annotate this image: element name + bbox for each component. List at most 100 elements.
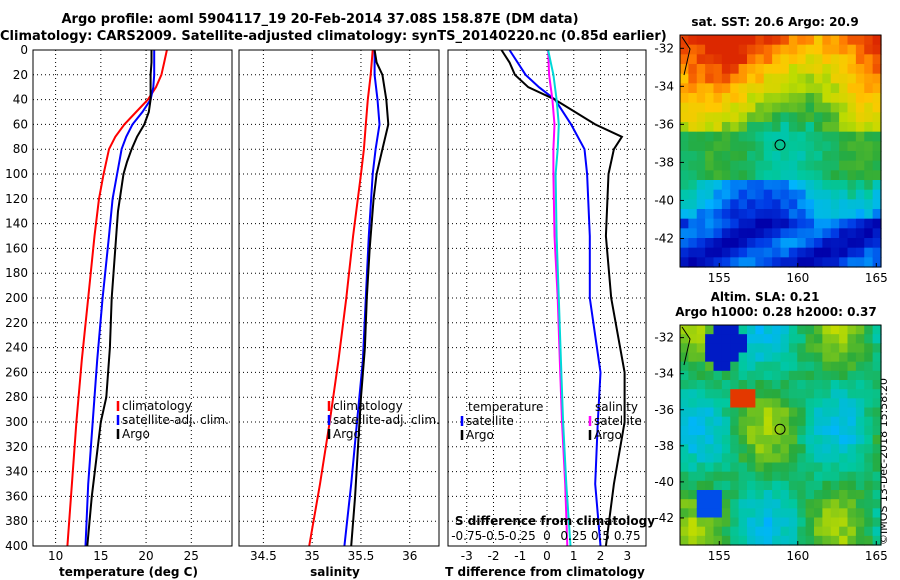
map-pixel: [772, 352, 782, 363]
map-pixel: [755, 199, 765, 210]
map-pixel: [763, 435, 773, 445]
map-pixel: [721, 334, 731, 344]
map-pixel: [864, 238, 874, 249]
map-pixel: [680, 453, 689, 464]
map-pixel: [688, 238, 698, 249]
map-pixel: [797, 228, 807, 239]
map-pixel: [780, 462, 790, 473]
y-tick-label: 380: [5, 514, 28, 528]
map-pixel: [688, 462, 698, 473]
map-pixel: [755, 54, 765, 65]
map-pixel: [696, 444, 706, 454]
map-pixel: [730, 380, 740, 390]
x-tick-label: -0.25: [505, 529, 536, 543]
map-pixel: [822, 189, 832, 200]
map-pixel: [680, 352, 689, 363]
map-pixel: [713, 35, 723, 46]
map-pixel: [839, 453, 849, 464]
map-pixel: [780, 407, 790, 418]
map-pixel: [705, 398, 715, 409]
map-pixel: [839, 257, 849, 268]
map-pixel: [814, 398, 823, 409]
map-pixel: [830, 257, 840, 268]
map-pixel: [805, 334, 815, 344]
map-pixel: [872, 131, 882, 142]
map-pixel: [705, 247, 715, 258]
map-pixel: [738, 131, 748, 142]
map-pixel: [814, 64, 823, 75]
map-pixel: [839, 218, 849, 229]
map-pixel: [780, 112, 790, 123]
map-pixel: [855, 480, 865, 491]
map-pixel: [780, 398, 790, 409]
map-pixel: [814, 141, 823, 152]
map-pixel: [755, 180, 765, 191]
map-pixel: [772, 102, 782, 113]
map-pixel: [830, 425, 840, 436]
map-pixel: [814, 499, 823, 509]
y-tick-label: 40: [13, 93, 28, 107]
map-pixel: [805, 160, 815, 171]
map-pixel: [805, 343, 815, 354]
map-pixel: [864, 535, 874, 546]
map-pixel: [721, 526, 731, 537]
map-pixel: [747, 361, 756, 372]
map-pixel: [805, 508, 815, 519]
map-pixel: [772, 247, 782, 258]
map-pixel: [755, 389, 765, 399]
map-pixel: [705, 508, 715, 519]
map-pixel: [688, 54, 698, 65]
map-pixel: [747, 122, 756, 133]
map-pixel: [730, 508, 740, 519]
map-pixel: [864, 499, 874, 509]
map-pixel: [855, 462, 865, 473]
map-pixel: [839, 238, 849, 249]
map-pixel: [696, 352, 706, 363]
map-pixel: [763, 352, 773, 363]
map-pixel: [822, 83, 832, 94]
map-pixel: [839, 160, 849, 171]
map-pixel: [755, 83, 765, 94]
map-pixel: [780, 35, 790, 46]
map-pixel: [705, 180, 715, 191]
map-pixel: [830, 453, 840, 464]
map-pixel: [747, 180, 756, 191]
map-pixel: [780, 151, 790, 162]
map-pixel: [839, 112, 849, 123]
map-pixel: [872, 54, 882, 65]
map-pixel: [705, 499, 715, 509]
map-pixel: [763, 471, 773, 482]
map-pixel: [730, 453, 740, 464]
map-pixel: [713, 471, 723, 482]
map-pixel: [730, 361, 740, 372]
map-pixel: [839, 517, 849, 528]
map-pixel: [864, 189, 874, 200]
map-pixel: [805, 218, 815, 229]
map-x-tick-label: 165: [865, 271, 888, 285]
map-pixel: [680, 471, 689, 482]
map-pixel: [788, 343, 798, 354]
map-pixel: [805, 325, 815, 335]
map-pixel: [721, 407, 731, 418]
map-pixel: [855, 370, 865, 381]
map-pixel: [780, 83, 790, 94]
map-pixel: [680, 122, 689, 133]
map-pixel: [772, 535, 782, 546]
map-pixel: [797, 435, 807, 445]
map-pixel: [780, 471, 790, 482]
map-pixel: [772, 189, 782, 200]
map-pixel: [738, 228, 748, 239]
map-pixel: [864, 151, 874, 162]
map-pixel: [713, 180, 723, 191]
map-pixel: [713, 189, 723, 200]
map-pixel: [788, 141, 798, 152]
map-pixel: [830, 535, 840, 546]
map-pixel: [797, 54, 807, 65]
map-pixel: [755, 370, 765, 381]
map-pixel: [713, 380, 723, 390]
map-pixel: [696, 160, 706, 171]
map-pixel: [747, 453, 756, 464]
map-pixel: [763, 44, 773, 55]
map-pixel: [788, 73, 798, 84]
map-pixel: [696, 453, 706, 464]
